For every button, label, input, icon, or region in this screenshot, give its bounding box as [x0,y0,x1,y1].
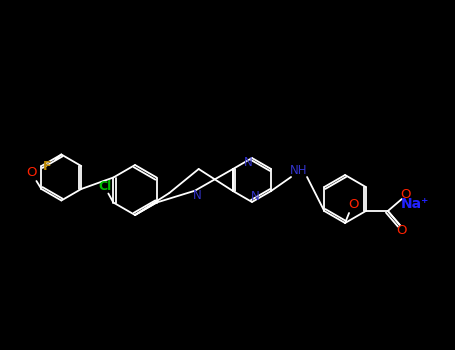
Text: O: O [26,167,37,180]
Text: N: N [251,190,259,203]
Text: O: O [348,198,358,211]
Text: Cl: Cl [99,180,112,193]
Text: Na⁺: Na⁺ [401,197,429,211]
Text: N: N [192,189,201,202]
Text: NH: NH [290,164,308,177]
Text: O: O [400,188,411,201]
Text: O: O [397,224,407,237]
Text: F: F [43,160,51,173]
Text: N: N [243,156,253,169]
